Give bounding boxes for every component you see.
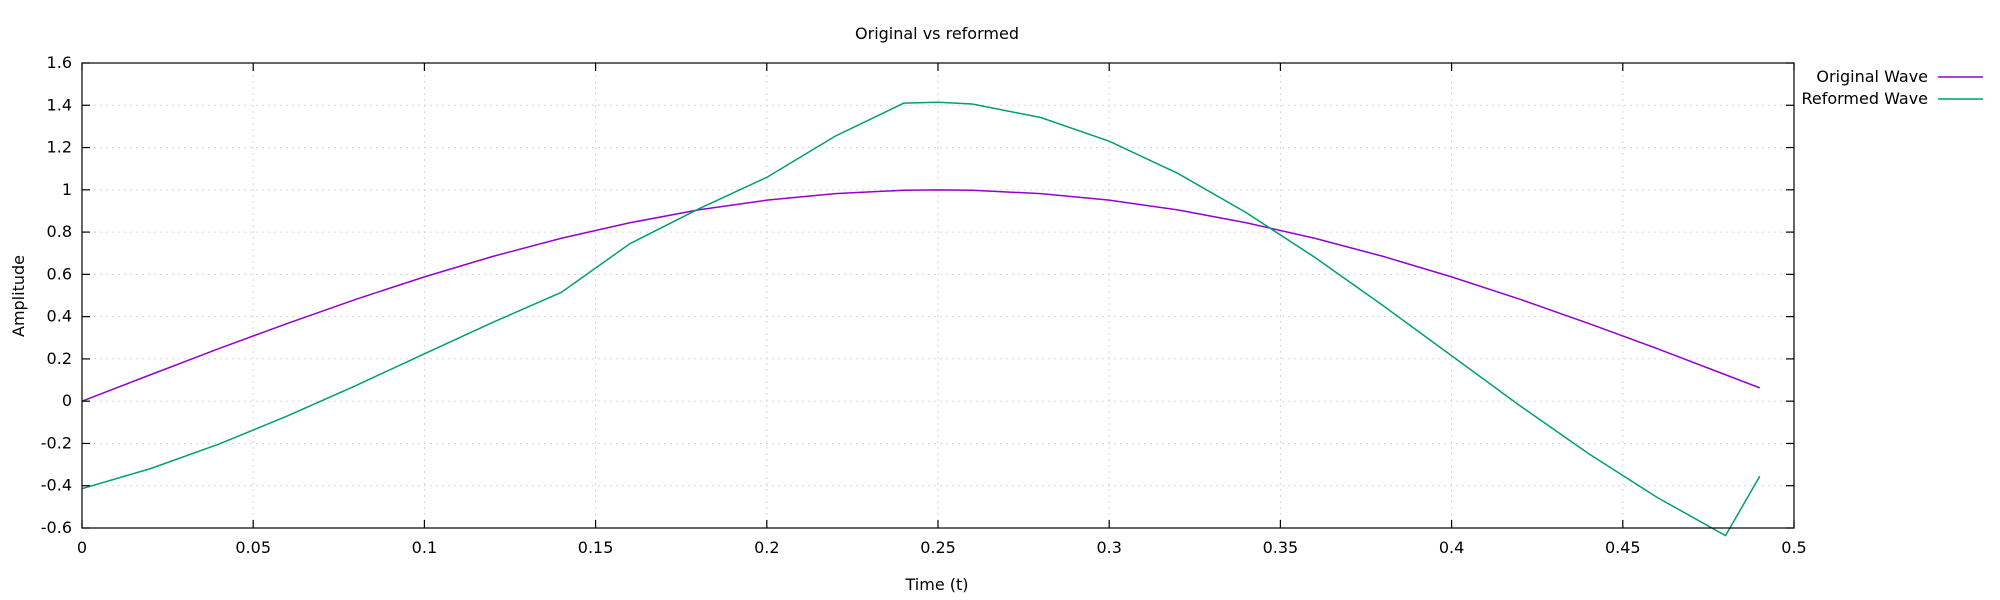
y-tick-label: 0.4 bbox=[47, 307, 72, 326]
y-tick-label: 0.2 bbox=[47, 349, 72, 368]
x-tick-label: 0.2 bbox=[754, 538, 779, 557]
x-tick-label: 0.3 bbox=[1096, 538, 1121, 557]
x-axis: 0 0.05 0.1 0.15 0.2 0.25 0.3 0.35 0.4 0.45 0.5 bbox=[77, 63, 1807, 557]
x-tick-label: 0.1 bbox=[412, 538, 437, 557]
x-tick-label: 0.15 bbox=[578, 538, 614, 557]
x-tick-label: 0.5 bbox=[1781, 538, 1806, 557]
y-tick-label: 1.2 bbox=[47, 138, 72, 157]
series-line-reformed-wave bbox=[81, 101, 1761, 537]
y-tick-label: 0.6 bbox=[47, 264, 72, 283]
series-layer bbox=[81, 101, 1761, 537]
x-tick-label: 0.35 bbox=[1263, 538, 1299, 557]
x-tick-label: 0 bbox=[77, 538, 87, 557]
x-tick-label: 0.4 bbox=[1439, 538, 1464, 557]
x-tick-label: 0.25 bbox=[920, 538, 956, 557]
legend-label: Original Wave bbox=[1816, 67, 1928, 86]
y-tick-label: 0 bbox=[62, 391, 72, 410]
y-axis-label: Amplitude bbox=[9, 255, 28, 337]
series-line-original-wave bbox=[81, 189, 1761, 402]
y-tick-label: -0.2 bbox=[41, 433, 72, 452]
y-tick-label: 1.6 bbox=[47, 53, 72, 72]
y-tick-label: -0.4 bbox=[41, 476, 72, 495]
grid bbox=[82, 63, 1794, 528]
x-tick-label: 0.45 bbox=[1605, 538, 1641, 557]
y-tick-label: 1.4 bbox=[47, 95, 72, 114]
chart-title: Original vs reformed bbox=[855, 24, 1019, 43]
x-tick-label: 0.05 bbox=[235, 538, 271, 557]
legend: Original Wave Reformed Wave bbox=[1801, 67, 1983, 108]
x-axis-label: Time (t) bbox=[905, 575, 969, 594]
legend-label: Reformed Wave bbox=[1801, 89, 1928, 108]
y-axis: -0.6 -0.4 -0.2 0 0.2 0.4 0.6 0.8 1 1.2 1.4 1.6 bbox=[41, 53, 1794, 537]
y-tick-label: 0.8 bbox=[47, 222, 72, 241]
y-tick-label: 1 bbox=[62, 180, 72, 199]
y-tick-label: -0.6 bbox=[41, 518, 72, 537]
plot-area-frame bbox=[81, 62, 1795, 529]
